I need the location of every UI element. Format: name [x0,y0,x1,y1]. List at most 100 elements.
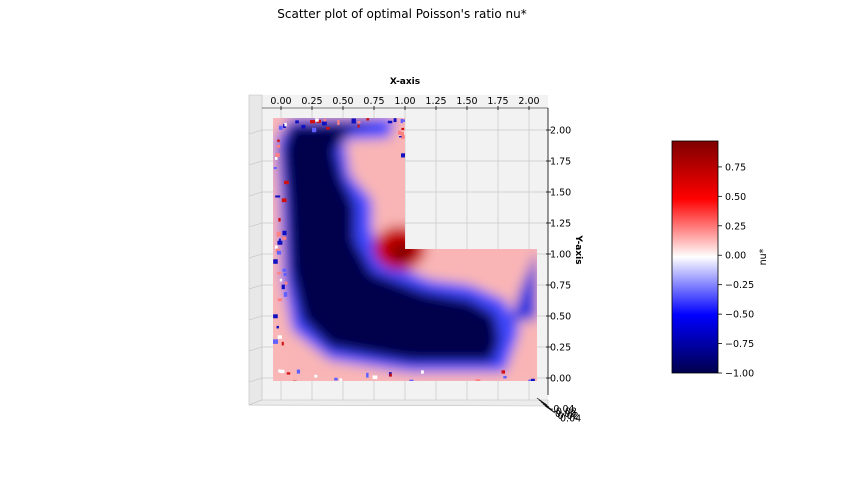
z-tick-label: -0.02 [553,406,578,417]
z-tick-label: 0.02 [558,411,579,422]
colorbar-tick-label: −0.25 [725,280,754,291]
colorbar-tick-label: 0.00 [725,251,746,262]
scatter-speckle [315,118,319,122]
scatter-speckle [274,245,278,249]
scatter-speckle [283,292,288,297]
scatter-speckle [292,380,297,381]
scatter-speckle [284,281,288,285]
colorbar-tick-label: −1.00 [725,369,754,380]
scatter-speckle [475,379,481,381]
scatter-speckle [334,377,338,381]
x-axis-label: X-axis [390,77,420,87]
scatter-speckle [389,373,392,377]
scatter-speckle [296,369,301,374]
y-axis-ticks: 0.00 0.25 0.50 0.75 1.00 1.25 1.50 1.75 2.00 [546,126,571,385]
scatter-speckle [398,130,401,136]
scatter-speckle [273,259,278,264]
scatter-speckle [314,374,318,378]
scatter-speckle [279,278,283,282]
x-tick-label: 1.50 [456,96,477,107]
scatter-speckle [278,217,281,222]
z-tick-label: 0.00 [555,409,576,420]
colorbar: 0.75 0.50 0.25 0.00 −0.25 −0.50 −0.75 −1.00 nu* [671,140,769,380]
scatter-speckle [281,198,287,203]
scatter-speckle [311,127,317,133]
scatter-speckle [282,230,287,236]
scatter-speckle [321,121,327,126]
side-pane-line [248,253,263,259]
scatter-speckle [400,131,405,136]
scatter-speckle [286,372,291,375]
scatter-speckle [400,118,404,124]
scatter-speckle [316,119,321,123]
scatter-speckle [357,121,361,124]
scatter-speckle [301,125,306,129]
x-tick-label: 0.50 [332,96,353,107]
z-tick-label: -0.04 [550,404,575,415]
scatter-speckle [277,240,283,245]
scatter-speckle [273,314,278,319]
scatter-speckle [528,379,532,381]
scatter-speckle [366,372,369,378]
scatter-speckle [277,298,282,302]
scatter-speckle [280,369,285,374]
scatter-speckle [277,335,282,339]
y-tick-label: 1.25 [550,219,571,230]
x-tick-label: 0.25 [301,96,322,107]
scatter-speckle [323,119,327,123]
scatter-speckle [276,325,279,329]
colorbar-tick-label: 0.50 [725,192,746,203]
scatter-speckle [276,231,281,237]
scatter-speckle [310,120,316,124]
side-pane-line [248,191,263,197]
scatter-speckle [273,339,279,344]
side-pane-line [248,160,263,166]
scatter-speckle [277,139,280,142]
scatter-speckle [277,272,281,275]
colorbar-tick-label: 0.25 [725,221,746,232]
scatter-speckle [357,124,360,128]
x-axis-ticks: 0.00 0.25 0.50 0.75 1.00 1.25 1.50 1.75 2.00 [270,96,540,110]
scatter-speckle [283,273,287,276]
scatter-speckle [401,127,405,131]
scatter-speckle [401,135,405,139]
side-pane-line [248,129,263,135]
x-tick-label: 2.00 [518,96,539,107]
side-pane-line [248,284,263,290]
scatter-speckle [503,376,507,379]
scatter-speckle [281,341,284,346]
y-axis-label: Y-axis [573,234,583,264]
scatter-speckle [282,268,287,272]
scatter-speckle [275,153,280,158]
z-tick-mark [538,399,550,408]
scatter-speckle [337,120,340,125]
x-tick-label: 1.25 [425,96,446,107]
y-tick-label: 0.50 [550,312,571,323]
side-pane-line [248,346,263,352]
y-tick-label: 0.00 [550,374,571,385]
y-tick-label: 2.00 [550,126,571,137]
scatter-speckle [421,370,424,374]
scatter-speckle [393,118,397,123]
z-tick-mark [536,397,548,406]
y-tick-label: 1.50 [550,188,571,199]
z-axis-ticks: -0.04-0.020.000.020.04 [536,397,581,425]
z-tick-mark [542,403,554,412]
x-tick-label: 0.75 [363,96,384,107]
scatter-speckle [284,180,289,185]
colorbar-label: nu* [758,248,769,265]
colorbar-tick-label: −0.50 [725,310,754,321]
scatter-speckle [409,379,414,381]
scatter-speckle [372,375,378,380]
y-tick-label: 1.75 [550,157,571,168]
x-tick-label: 0.00 [270,96,291,107]
chart-title: Scatter plot of optimal Poisson's ratio … [277,7,527,21]
side-pane-line [248,315,263,321]
scatter-speckle [275,195,281,198]
scatter-speckle [278,369,281,373]
x-tick-label: 1.75 [487,96,508,107]
scatter-speckle [339,378,343,381]
scatter-speckle [401,153,406,158]
scatter-speckle [278,125,283,130]
